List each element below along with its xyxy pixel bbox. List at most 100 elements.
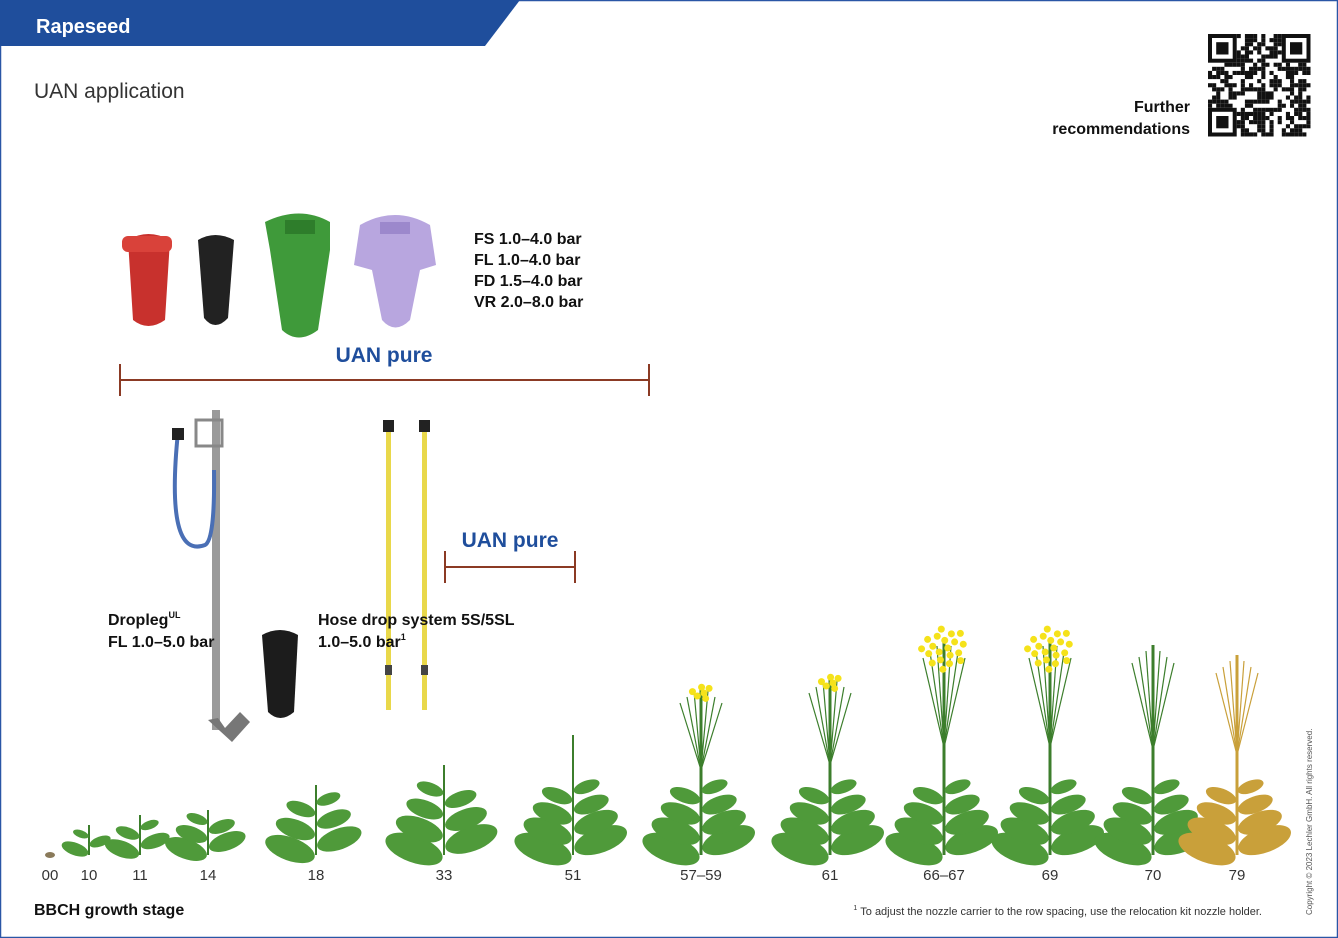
qr-cell (1302, 116, 1307, 121)
branch (1152, 656, 1168, 751)
qr-cell (1257, 87, 1262, 92)
qr-cell (1253, 111, 1258, 116)
qr-cell (1273, 54, 1278, 59)
qr-cell (1277, 120, 1282, 125)
qr-cell (1212, 66, 1217, 71)
qr-cell (1261, 75, 1266, 80)
flower (1050, 644, 1058, 652)
qr-cell (1265, 91, 1270, 96)
qr-cell (1306, 120, 1311, 125)
qr-cell (1244, 70, 1249, 75)
qr-cell (1277, 50, 1282, 55)
qr-cell (1257, 111, 1262, 116)
flower (928, 659, 936, 667)
qr-finder (1216, 42, 1229, 55)
qr-cell (1306, 116, 1311, 121)
qr-cell (1253, 99, 1258, 104)
qr-cell (1306, 124, 1311, 129)
branch (679, 702, 702, 771)
qr-cell (1216, 70, 1221, 75)
qr-cell (1261, 95, 1266, 100)
leaf (701, 794, 737, 815)
qr-cell (1236, 111, 1241, 116)
flower (1039, 632, 1047, 640)
branch (822, 680, 831, 766)
qr-cell (1294, 95, 1299, 100)
qr-cell (1290, 99, 1295, 104)
qr-cell (1281, 132, 1286, 137)
flower (1057, 638, 1065, 646)
qr-cell (1236, 50, 1241, 55)
qr-cell (1253, 120, 1258, 125)
qr-cell (1273, 50, 1278, 55)
qr-cell (1249, 50, 1254, 55)
branch (1236, 666, 1252, 756)
qr-cell (1290, 66, 1295, 71)
qr-cell (1277, 99, 1282, 104)
qr-cell (1257, 120, 1262, 125)
flower (924, 635, 932, 643)
flower (693, 692, 701, 700)
leaf (286, 800, 316, 818)
qr-cell (1290, 70, 1295, 75)
qr-cell (1253, 46, 1258, 51)
qr-cell (1244, 58, 1249, 63)
leaf (945, 809, 989, 835)
flower (698, 683, 706, 691)
qr-cell (1298, 83, 1303, 88)
branch (1042, 645, 1051, 748)
qr-cell (1298, 99, 1303, 104)
qr-cell (1269, 83, 1274, 88)
qr-cell (1298, 124, 1303, 129)
flower (936, 656, 944, 664)
flower (822, 682, 830, 690)
flower (1047, 636, 1055, 644)
qr-cell (1306, 70, 1311, 75)
qr-cell (1224, 70, 1229, 75)
qr-cell (1281, 103, 1286, 108)
qr-cell (1257, 58, 1262, 63)
leaf (573, 794, 609, 815)
qr-cell (1294, 132, 1299, 137)
qr-cell (1240, 128, 1245, 133)
qr-cell (1281, 66, 1286, 71)
leaf (1121, 786, 1153, 805)
qr-cell (1244, 38, 1249, 43)
header-title: Rapeseed (36, 16, 131, 38)
flower (1030, 635, 1038, 643)
stage-label: 79 (1229, 867, 1246, 884)
qr-cell (1261, 124, 1266, 129)
qr-cell (1228, 83, 1233, 88)
qr-cell (1281, 128, 1286, 133)
flower (1065, 640, 1073, 648)
qr-cell (1290, 83, 1295, 88)
qr-cell (1244, 132, 1249, 137)
qr-cell (1298, 91, 1303, 96)
qr-cell (1236, 58, 1241, 63)
qr-cell (1298, 95, 1303, 100)
qr-cell (1253, 66, 1258, 71)
qr-cell (1244, 54, 1249, 59)
qr-cell (1236, 34, 1241, 39)
qr-cell (1257, 124, 1262, 129)
qr-cell (1265, 46, 1270, 51)
qr-finder (1216, 116, 1229, 129)
qr-cell (1244, 87, 1249, 92)
flower (1024, 645, 1032, 653)
flower (1034, 659, 1042, 667)
qr-cell (1212, 95, 1217, 100)
leaf (165, 837, 207, 861)
qr-cell (1302, 83, 1307, 88)
qr-cell (1302, 103, 1307, 108)
branch (815, 686, 831, 766)
branch (943, 651, 959, 748)
flower (1045, 665, 1053, 673)
qr-cell (1228, 95, 1233, 100)
leaf (912, 786, 944, 805)
qr-cell (1216, 103, 1221, 108)
qr-cell (1216, 87, 1221, 92)
leaf (702, 809, 746, 835)
qr-cell (1220, 103, 1225, 108)
qr-cell (1232, 70, 1237, 75)
qr-cell (1298, 79, 1303, 84)
